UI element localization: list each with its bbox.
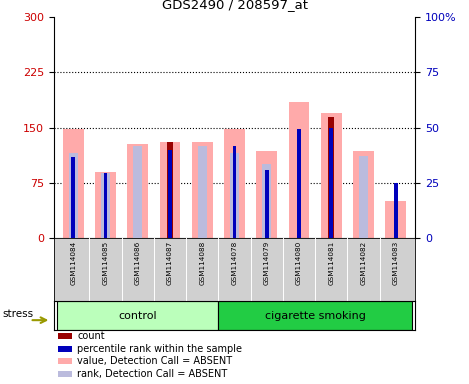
Bar	[63, 129, 84, 238]
Bar	[288, 102, 310, 238]
Bar	[329, 128, 333, 238]
Bar	[230, 154, 239, 238]
Text: GSM114078: GSM114078	[232, 241, 237, 285]
Bar	[101, 173, 110, 238]
Bar	[265, 170, 269, 238]
Bar	[168, 150, 172, 238]
Text: count: count	[77, 331, 105, 341]
Bar	[224, 129, 245, 238]
Bar	[127, 144, 148, 238]
Bar	[262, 164, 271, 238]
Bar	[58, 358, 72, 364]
Text: percentile rank within the sample: percentile rank within the sample	[77, 344, 242, 354]
Bar	[198, 146, 207, 238]
Bar	[353, 151, 374, 238]
Bar	[219, 301, 412, 330]
Text: rank, Detection Call = ABSENT: rank, Detection Call = ABSENT	[77, 369, 227, 379]
Text: GSM114087: GSM114087	[167, 241, 173, 285]
Bar	[69, 154, 78, 238]
Text: GSM114079: GSM114079	[264, 241, 270, 285]
Bar	[57, 301, 219, 330]
Bar	[297, 129, 301, 238]
Bar	[58, 346, 72, 352]
Bar	[321, 113, 342, 238]
Text: value, Detection Call = ABSENT: value, Detection Call = ABSENT	[77, 356, 233, 366]
Text: GDS2490 / 208597_at: GDS2490 / 208597_at	[161, 0, 308, 12]
Bar	[71, 157, 75, 238]
Bar	[95, 172, 116, 238]
Bar	[159, 142, 181, 238]
Text: GSM114086: GSM114086	[135, 241, 141, 285]
Text: GSM114088: GSM114088	[199, 241, 205, 285]
Bar	[256, 151, 277, 238]
Text: GSM114083: GSM114083	[393, 241, 399, 285]
Text: control: control	[119, 311, 157, 321]
Bar	[104, 173, 107, 238]
Bar	[192, 142, 213, 238]
Bar	[58, 333, 72, 339]
Bar	[359, 156, 368, 238]
Bar	[167, 142, 173, 238]
Text: stress: stress	[3, 308, 34, 319]
Text: GSM114085: GSM114085	[103, 241, 108, 285]
Text: GSM114084: GSM114084	[70, 241, 76, 285]
Text: GSM114081: GSM114081	[328, 241, 334, 285]
Text: GSM114082: GSM114082	[361, 241, 366, 285]
Text: GSM114080: GSM114080	[296, 241, 302, 285]
Bar	[233, 146, 236, 238]
Bar	[328, 117, 334, 238]
Bar	[133, 146, 142, 238]
Bar	[58, 371, 72, 377]
Bar	[394, 183, 398, 238]
Text: cigarette smoking: cigarette smoking	[265, 311, 365, 321]
Bar	[385, 201, 406, 238]
